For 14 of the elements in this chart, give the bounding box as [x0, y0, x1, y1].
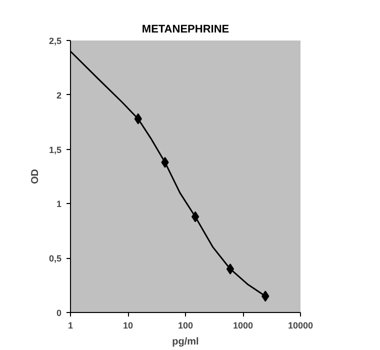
x-axis-title: pg/ml	[172, 336, 200, 348]
y-axis-title: OD	[30, 169, 41, 184]
x-tick-label: 1000	[232, 320, 254, 330]
y-tick-label: 1,5	[48, 144, 62, 155]
x-tick-label: 10	[122, 320, 134, 330]
y-tick-label: 0,5	[48, 254, 62, 264]
x-tick-label: 100	[178, 320, 194, 330]
y-tick-label: 0	[56, 308, 62, 318]
x-tick-label: 1	[68, 320, 74, 330]
y-tick-label: 2	[56, 90, 62, 100]
chart-title: METANEPHRINE	[142, 24, 230, 36]
y-tick-label: 2,5	[48, 36, 62, 46]
y-tick-label: 1	[56, 199, 62, 210]
x-tick-label: 10000	[288, 320, 314, 330]
